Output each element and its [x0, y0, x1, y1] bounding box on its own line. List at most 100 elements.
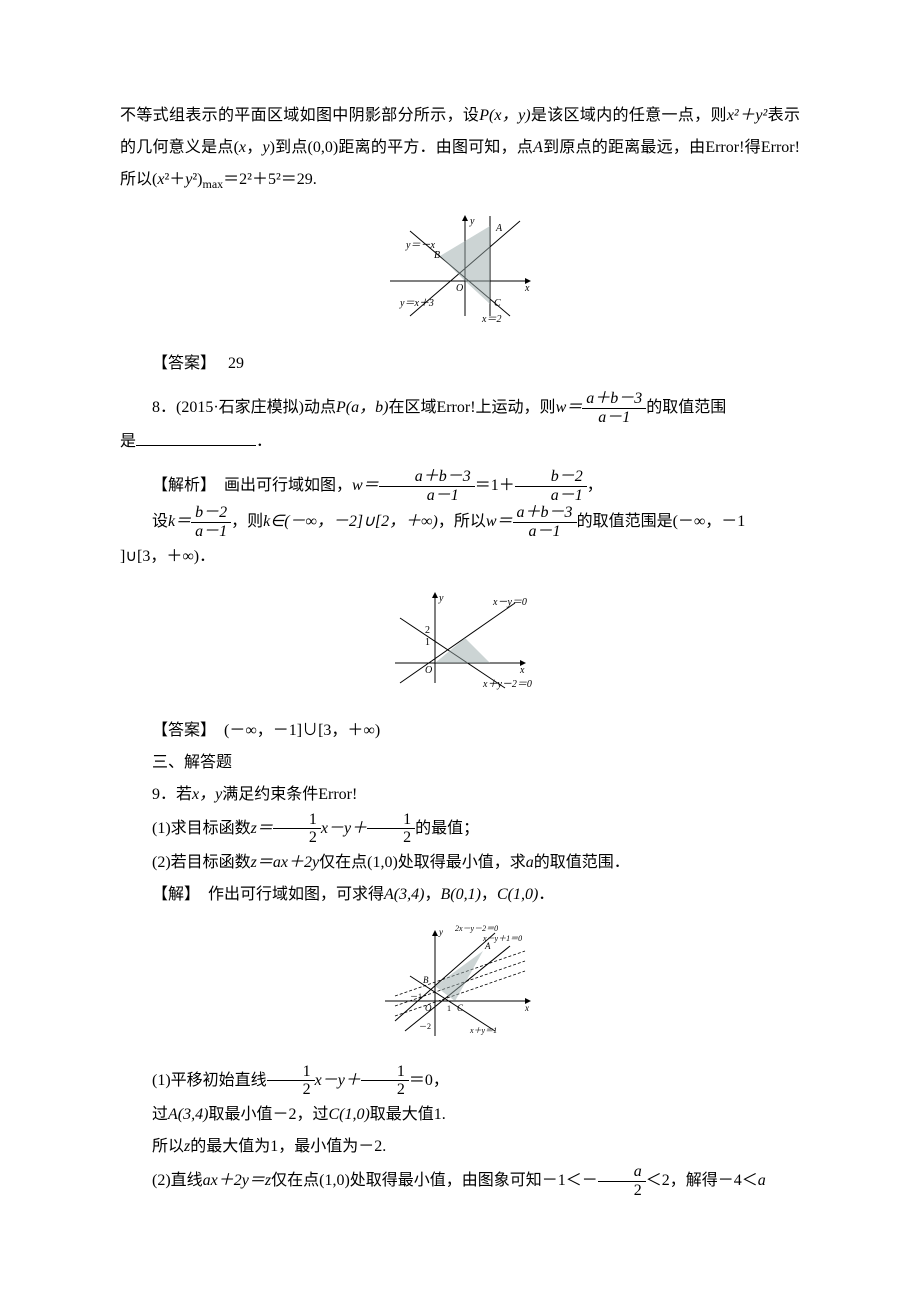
sol8-line1: 【解析】 画出可行域如图，w＝a＋b－3a－1＝1＋b－2a－1， — [120, 468, 800, 504]
error-text: Error! — [705, 139, 744, 156]
txt: 上运动，则 — [476, 399, 556, 416]
svg-text:x－y＋1＝0: x－y＋1＝0 — [482, 934, 522, 943]
math: P(a，b) — [336, 399, 388, 416]
txt: ． — [538, 886, 554, 903]
fraction: b－2a－1 — [191, 504, 231, 540]
solution-label: 【解】 — [152, 886, 200, 903]
svg-text:－2: －2 — [419, 1022, 431, 1031]
txt: 画出可行域如图， — [224, 477, 352, 494]
svg-text:2x－y－2＝0: 2x－y－2＝0 — [455, 924, 498, 933]
svg-text:x＋y＝1: x＋y＝1 — [469, 1026, 497, 1035]
fraction: a2 — [598, 1163, 646, 1199]
svg-text:x: x — [519, 665, 525, 676]
sol8-line2: 设k＝b－2a－1，则k∈(－∞，－2]∪[2，＋∞)，所以w＝a＋b－3a－1… — [120, 504, 800, 572]
fraction: a＋b－3a－1 — [379, 468, 475, 504]
txt: 是 — [120, 433, 136, 450]
svg-text:B: B — [434, 250, 440, 261]
svg-text:y＝－x: y＝－x — [405, 240, 435, 251]
svg-text:2: 2 — [425, 625, 430, 636]
svg-text:x＋y－2＝0: x＋y－2＝0 — [482, 679, 532, 690]
txt: 过 — [152, 1106, 168, 1123]
math: ax＋2y＝z — [203, 1172, 271, 1189]
svg-text:O: O — [425, 1003, 432, 1013]
math: x－y＋ — [321, 819, 367, 836]
math: x，y — [192, 786, 222, 803]
x-label: x — [524, 283, 530, 294]
txt: 9．若 — [152, 786, 192, 803]
txt: (1)平移初始直线 — [152, 1072, 267, 1089]
sol9a-3: 所以z的最大值为1，最小值为－2. — [120, 1131, 800, 1163]
txt: 的取值范围是(－∞，－1 — [577, 513, 746, 530]
math: z＝ax＋2y — [251, 854, 319, 871]
svg-text:O: O — [425, 665, 432, 676]
txt: ， — [424, 886, 440, 903]
txt: 作出可行域如图，可求得 — [208, 886, 384, 903]
answer-label: 【答案】 — [152, 722, 216, 739]
sol9a-2: 过A(3,4)取最小值－2，过C(1,0)取最大值1. — [120, 1099, 800, 1131]
txt: ，则 — [231, 513, 263, 530]
txt: 的最大值为1，最小值为－2. — [190, 1138, 386, 1155]
math: w＝ — [486, 513, 513, 530]
svg-text:1: 1 — [425, 637, 430, 648]
answer-label: 【答案】 — [152, 355, 216, 372]
txt: 得 — [744, 139, 760, 156]
fraction: 12 — [361, 1063, 409, 1099]
math: k∈(－∞，－2]∪[2，＋∞) — [263, 513, 438, 530]
svg-text:y＝x＋3: y＝x＋3 — [399, 298, 434, 309]
txt: 的最值； — [415, 819, 479, 836]
math: x²＋y² — [727, 107, 767, 124]
feasible-region-icon: y x O 2 1 x－y＝0 x＋y－2＝0 — [375, 583, 545, 693]
answer-1: 【答案】 29 — [120, 348, 800, 380]
svg-text:O: O — [456, 283, 463, 294]
svg-text:C: C — [457, 1003, 464, 1013]
fraction: 12 — [273, 811, 321, 847]
txt: 取最大值1. — [370, 1106, 446, 1123]
fraction: 12 — [267, 1063, 315, 1099]
txt: ． — [256, 433, 272, 450]
txt: (1)求目标函数 — [152, 819, 251, 836]
txt: 是该区域内的任意一点，则 — [531, 107, 727, 124]
fraction: 12 — [367, 811, 415, 847]
math: x－y＋ — [315, 1072, 361, 1089]
error-text: Error! — [761, 139, 800, 156]
txt: 设 — [152, 513, 168, 530]
math: A(3,4) — [168, 1106, 208, 1123]
math: A(3,4) — [384, 886, 424, 903]
svg-text:x: x — [524, 1003, 529, 1013]
section-heading: 三、解答题 — [120, 747, 800, 779]
math: w＝ — [352, 477, 379, 494]
txt: 不等式组表示的平面区域如图中阴影部分所示，设 — [120, 107, 479, 124]
solution-label: 【解析】 — [152, 477, 216, 494]
figure-3: y x O A B C －1 1 －2 2x－y－2＝0 x－y＋1＝0 x＋y… — [120, 921, 800, 1053]
figure-2: y x O 2 1 x－y＝0 x＋y－2＝0 — [120, 583, 800, 705]
fraction: a＋b－3a－1 — [513, 504, 577, 540]
feasible-region-icon: y x O A B C －1 1 －2 2x－y－2＝0 x－y＋1＝0 x＋y… — [375, 921, 545, 1041]
txt: 的取值范围． — [534, 854, 630, 871]
fraction: b－2a－1 — [515, 468, 587, 504]
txt: 仅在点(1,0)处取得最小值，由图象可知－1＜－ — [271, 1172, 598, 1189]
txt: 所以 — [152, 1138, 184, 1155]
svg-text:y: y — [438, 593, 444, 604]
math: z＝ — [251, 819, 273, 836]
math: a — [758, 1172, 766, 1189]
txt: 满足约束条件 — [222, 786, 318, 803]
q9-part1: (1)求目标函数z＝12x－y＋12的最值； — [120, 811, 800, 847]
txt: ， — [481, 886, 497, 903]
txt: 取最小值－2，过 — [208, 1106, 328, 1123]
svg-text:1: 1 — [447, 1004, 451, 1013]
txt: ， — [587, 477, 603, 494]
answer-2: 【答案】 (－∞，－1]∪[3，＋∞) — [120, 715, 800, 747]
error-text: Error! — [436, 399, 475, 416]
fill-blank[interactable] — [136, 429, 256, 446]
math: ＝1＋ — [475, 477, 515, 494]
svg-text:x－y＝0: x－y＝0 — [492, 597, 527, 608]
math: C(1,0) — [497, 886, 538, 903]
answer-value: (－∞，－1]∪[3，＋∞) — [224, 722, 380, 739]
math: A — [533, 139, 543, 156]
sol9a-1: (1)平移初始直线12x－y＋12＝0， — [120, 1063, 800, 1099]
answer-value: 29 — [228, 355, 244, 372]
txt: ]∪[3，＋∞)． — [120, 548, 215, 565]
math: ＝2²＋5²＝29. — [223, 171, 317, 188]
txt: 的取值范围 — [646, 399, 726, 416]
svg-text:C: C — [494, 298, 501, 309]
